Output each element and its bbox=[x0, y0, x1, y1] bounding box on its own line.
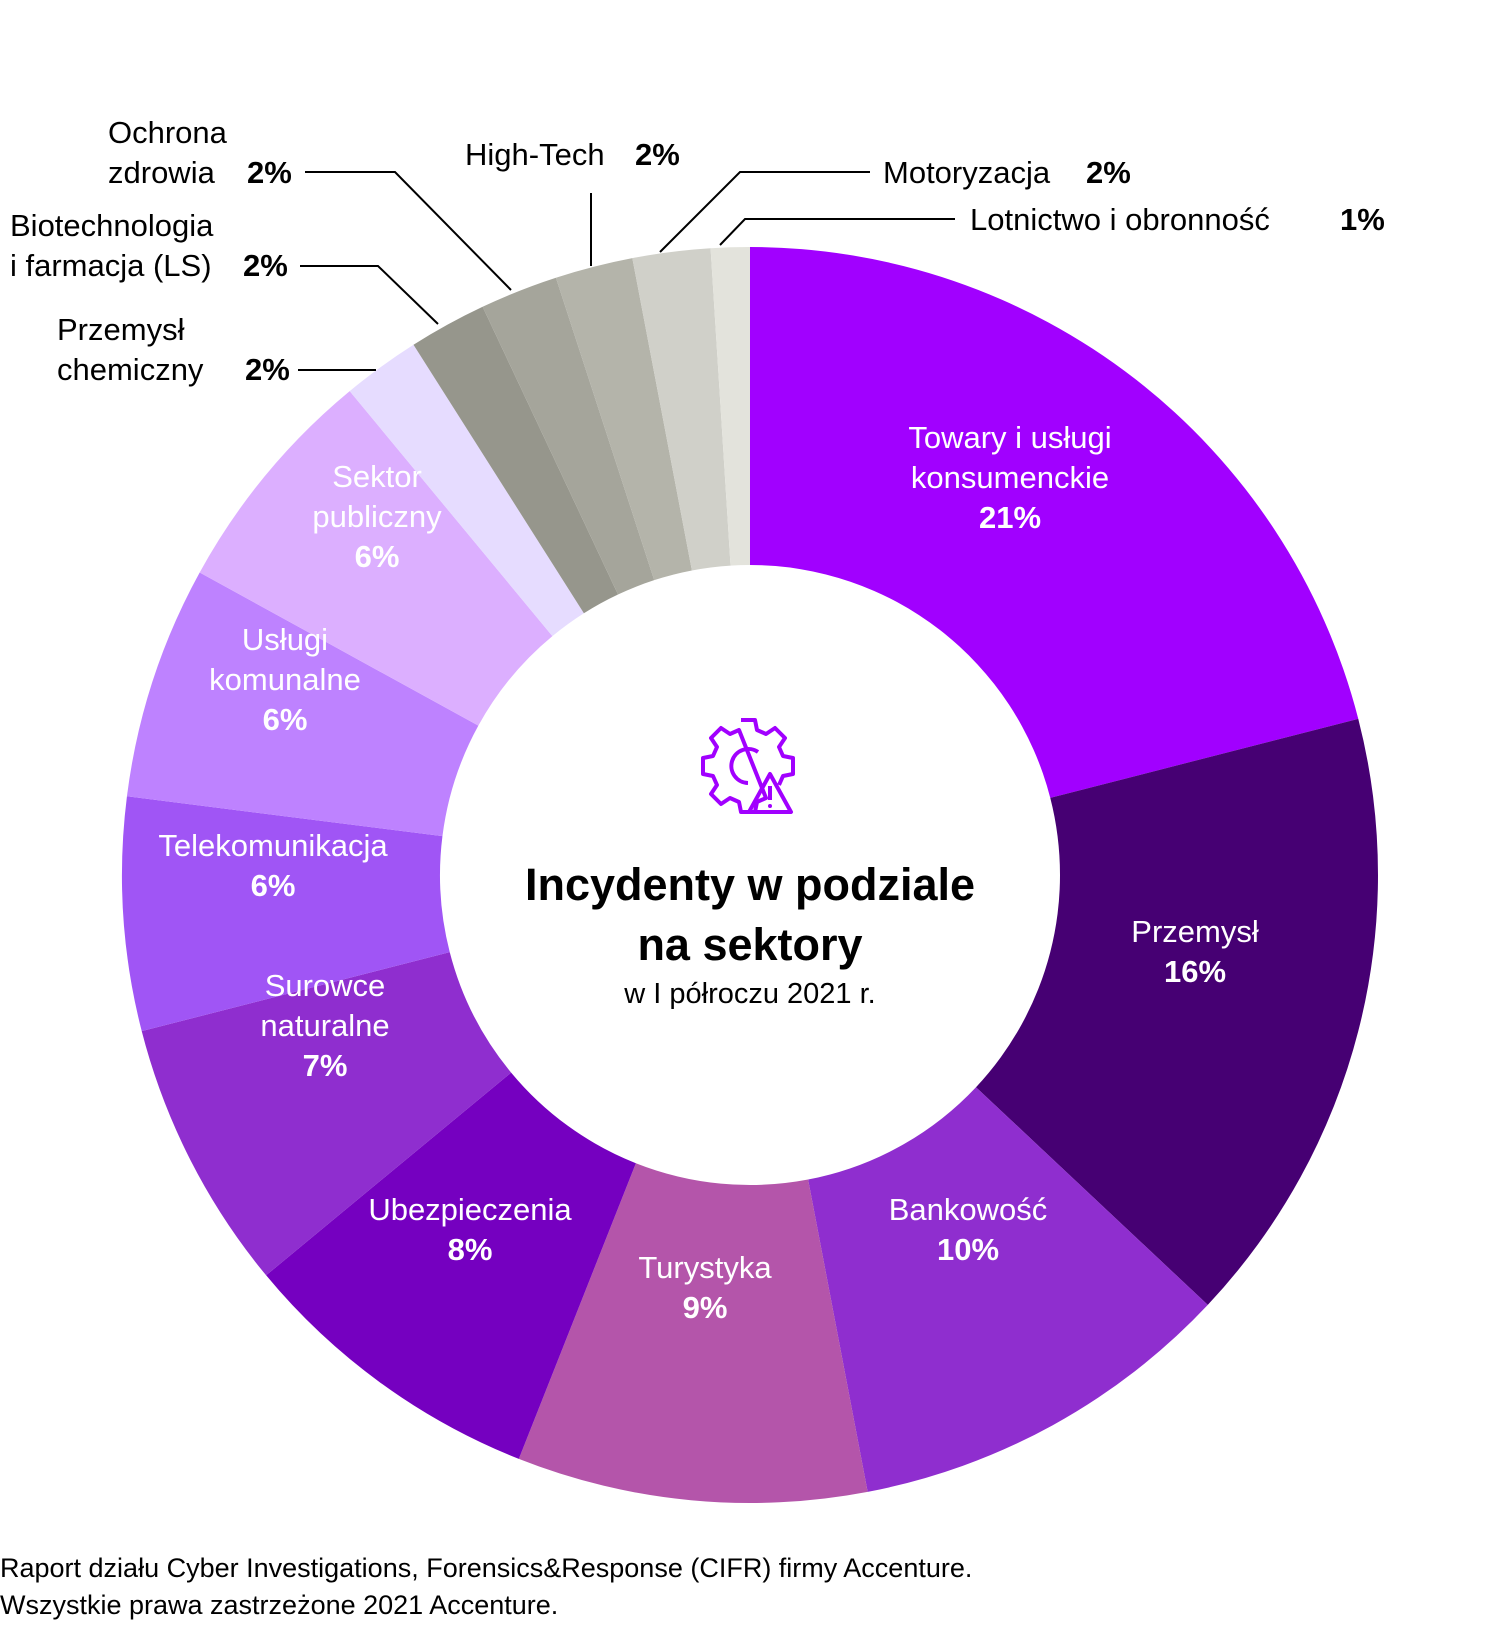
slice-11 bbox=[482, 277, 655, 595]
slice-label-0-1: konsumenckie bbox=[911, 460, 1109, 495]
chart-subtitle: w I półroczu 2021 r. bbox=[623, 978, 875, 1010]
slice-labels: Towary i usługi konsumenckie 21% Przemysł 16… bbox=[10, 115, 1385, 1325]
leader-line-10 bbox=[300, 265, 439, 325]
footer-line1: Raport działu Cyber Investigations, Fore… bbox=[0, 1553, 973, 1583]
slice-label-7-1: komunalne bbox=[209, 662, 361, 697]
slice-3 bbox=[518, 1163, 868, 1503]
slice-9 bbox=[349, 344, 584, 637]
slice-14 bbox=[710, 247, 750, 566]
slice-label-12-0: High-Tech bbox=[465, 137, 605, 172]
slice-label-2-0: Bankowość bbox=[889, 1192, 1048, 1227]
leader-line-13 bbox=[659, 171, 870, 253]
slice-0 bbox=[750, 247, 1359, 798]
leader-lines bbox=[298, 171, 955, 371]
slice-label-10-0: Biotechnologia bbox=[10, 208, 214, 243]
slice-1 bbox=[975, 718, 1379, 1305]
slice-value-11: 2% bbox=[247, 155, 292, 190]
slice-value-12: 2% bbox=[635, 137, 680, 172]
slice-value-1: 16% bbox=[1164, 954, 1226, 989]
donut-chart: Towary i usługi konsumenckie 21% Przemysł 16… bbox=[10, 115, 1385, 1503]
slice-label-0-0: Towary i usługi bbox=[908, 420, 1111, 455]
slice-value-0: 21% bbox=[979, 500, 1041, 535]
slice-value-14: 1% bbox=[1340, 202, 1385, 237]
slice-label-8-1: publiczny bbox=[312, 499, 442, 534]
slice-8 bbox=[199, 391, 553, 726]
slice-12 bbox=[555, 258, 692, 581]
slice-label-6-0: Telekomunikacja bbox=[158, 828, 388, 863]
slice-value-9: 2% bbox=[245, 352, 290, 387]
donut-slices bbox=[122, 247, 1379, 1503]
slice-label-7-0: Usługi bbox=[242, 622, 328, 657]
slice-label-1-0: Przemysł bbox=[1131, 914, 1259, 949]
slice-4 bbox=[266, 1072, 636, 1459]
slice-value-13: 2% bbox=[1086, 155, 1131, 190]
slice-label-14-0: Lotnictwo i obronność bbox=[970, 202, 1270, 237]
gear-warning-icon bbox=[701, 718, 795, 814]
leader-line-14 bbox=[719, 218, 955, 246]
slice-7 bbox=[126, 572, 479, 837]
slice-5 bbox=[141, 952, 512, 1276]
slice-label-3-0: Turystyka bbox=[638, 1250, 772, 1285]
slice-value-10: 2% bbox=[243, 248, 288, 283]
footer-line2: Wszystkie prawa zastrzeżone 2021 Accentu… bbox=[0, 1590, 559, 1620]
leader-line-11 bbox=[305, 171, 512, 291]
slice-label-5-1: naturalne bbox=[260, 1008, 389, 1043]
footer: Raport działu Cyber Investigations, Fore… bbox=[0, 1550, 972, 1624]
slice-label-11-1: zdrowia bbox=[108, 155, 216, 190]
slice-value-5: 7% bbox=[303, 1048, 348, 1083]
slice-label-4-0: Ubezpieczenia bbox=[368, 1192, 572, 1227]
slice-13 bbox=[632, 248, 731, 571]
slice-label-13-0: Motoryzacja bbox=[883, 155, 1051, 190]
slice-label-10-1: i farmacja (LS) bbox=[10, 248, 212, 283]
slice-label-11-0: Ochrona bbox=[108, 115, 228, 150]
slice-value-8: 6% bbox=[355, 539, 400, 574]
slice-2 bbox=[808, 1087, 1208, 1492]
slice-value-3: 9% bbox=[683, 1290, 728, 1325]
slice-10 bbox=[413, 306, 619, 614]
slice-label-9-0: Przemysł bbox=[57, 312, 185, 347]
slice-value-6: 6% bbox=[251, 868, 296, 903]
slice-label-9-1: chemiczny bbox=[57, 352, 204, 387]
slice-value-7: 6% bbox=[263, 702, 308, 737]
chart-title-line1: Incydenty w podziale bbox=[525, 859, 975, 910]
slice-label-8-0: Sektor bbox=[332, 459, 422, 494]
slice-6 bbox=[122, 796, 450, 1032]
chart-title-line2: na sektory bbox=[637, 919, 862, 970]
slice-value-2: 10% bbox=[937, 1232, 999, 1267]
slice-label-5-0: Surowce bbox=[265, 968, 386, 1003]
slice-value-4: 8% bbox=[448, 1232, 493, 1267]
